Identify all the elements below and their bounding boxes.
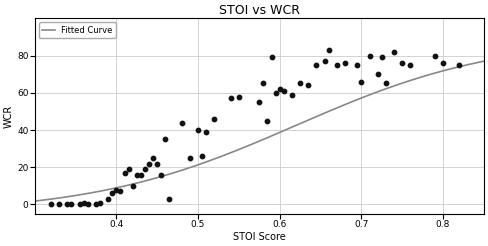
Point [353,63,361,67]
Point [455,63,463,67]
Fitted Curve [32,200,38,203]
Point [276,87,284,91]
Legend: Fitted Curve: Fitted Curve [39,22,116,38]
Point [104,197,112,201]
Point [280,89,287,93]
Point [145,162,153,166]
Point [227,96,235,100]
Point [288,93,296,97]
Point [153,162,161,166]
Point [210,117,218,121]
Point [162,137,169,141]
Point [165,197,173,201]
Point [194,128,202,132]
Point [121,171,128,175]
Fitted Curve [33,200,39,202]
Point [382,81,390,85]
Point [141,167,149,171]
Point [235,94,243,98]
Point [55,202,63,206]
Point [325,48,333,52]
Point [84,202,92,206]
Point [407,63,414,67]
Fitted Curve [324,111,329,114]
Point [390,50,398,54]
X-axis label: STOI Score: STOI Score [233,232,285,242]
Point [378,55,386,59]
Point [398,61,406,65]
Point [47,202,55,206]
Point [157,173,165,177]
Line: Fitted Curve: Fitted Curve [35,54,488,201]
Point [80,201,87,205]
Point [264,119,271,123]
Fitted Curve [332,108,338,110]
Point [178,121,185,124]
Point [321,59,328,63]
Point [76,202,83,206]
Fitted Curve [322,111,327,114]
Point [198,154,206,158]
Title: STOI vs WCR: STOI vs WCR [219,4,300,17]
Point [203,130,210,134]
Point [133,173,141,177]
Point [305,83,312,87]
Point [129,184,137,188]
Point [186,156,194,160]
Point [108,191,116,195]
Point [312,63,320,67]
Point [96,201,104,205]
Point [67,202,75,206]
Fitted Curve [445,68,450,71]
Point [125,167,133,171]
Point [267,55,275,59]
Point [272,91,280,95]
Point [112,188,120,192]
Point [296,81,304,85]
Point [92,202,100,206]
Point [431,54,439,58]
Fitted Curve [476,61,482,64]
Point [255,100,263,104]
Point [117,189,124,193]
Y-axis label: WCR: WCR [4,105,14,128]
Point [341,61,349,65]
Point [149,156,157,160]
Point [260,81,267,85]
Point [366,54,373,58]
Point [439,61,447,65]
Point [333,63,341,67]
Point [357,80,365,84]
Point [63,202,71,206]
Point [137,173,145,177]
Point [374,72,382,76]
